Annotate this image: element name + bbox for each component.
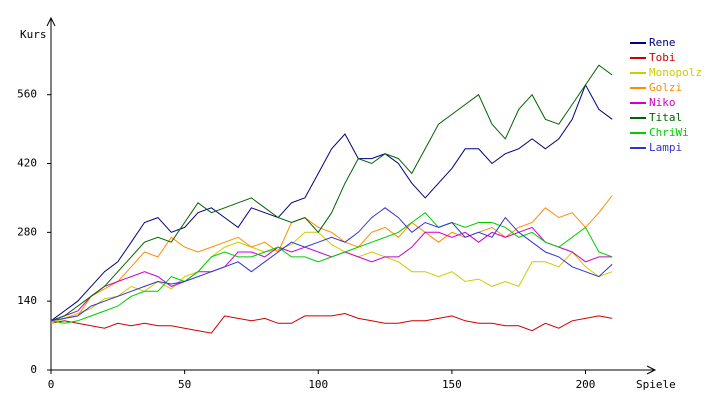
x-tick-label: 100 [308,378,328,391]
legend-label: Tobi [649,51,676,64]
y-tick-label: 140 [17,294,37,307]
x-tick-label: 0 [48,378,55,391]
y-axis-arrow [46,16,56,27]
x-axis-label: Spiele [636,378,676,391]
legend-label: Monopolz [649,66,702,79]
series-line [50,83,613,322]
series-line [50,207,613,322]
legend-label: Niko [649,96,676,109]
y-tick-label: 560 [17,88,37,101]
legend-label: Tital [649,111,682,124]
legend-label: Golzi [649,81,682,94]
legend-label: Lampi [649,141,682,154]
series-line [50,195,613,322]
x-tick-label: 150 [442,378,462,391]
series-line [50,226,613,322]
series-line [50,231,613,324]
series-line [50,312,613,334]
x-tick-label: 200 [576,378,596,391]
y-tick-label: 280 [17,225,37,238]
series-line [50,212,613,324]
x-tick-label: 50 [178,378,191,391]
legend-label: ChriWi [649,126,689,139]
legend-label: Rene [649,36,676,49]
x-axis-arrow [646,365,657,375]
y-axis-label: Kurs [20,28,47,41]
y-tick-label: 420 [17,157,37,170]
series-line [50,64,613,322]
y-tick-label: 0 [30,363,37,376]
